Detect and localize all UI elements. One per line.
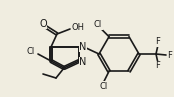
Text: Cl: Cl <box>100 82 108 91</box>
Text: Cl: Cl <box>94 20 102 29</box>
Text: O: O <box>39 19 47 29</box>
Text: OH: OH <box>72 23 85 32</box>
Text: Cl: Cl <box>27 48 35 56</box>
Text: F: F <box>156 38 160 46</box>
Text: N: N <box>79 42 87 52</box>
Text: N: N <box>79 57 87 67</box>
Text: F: F <box>156 61 160 71</box>
Text: F: F <box>168 51 172 59</box>
